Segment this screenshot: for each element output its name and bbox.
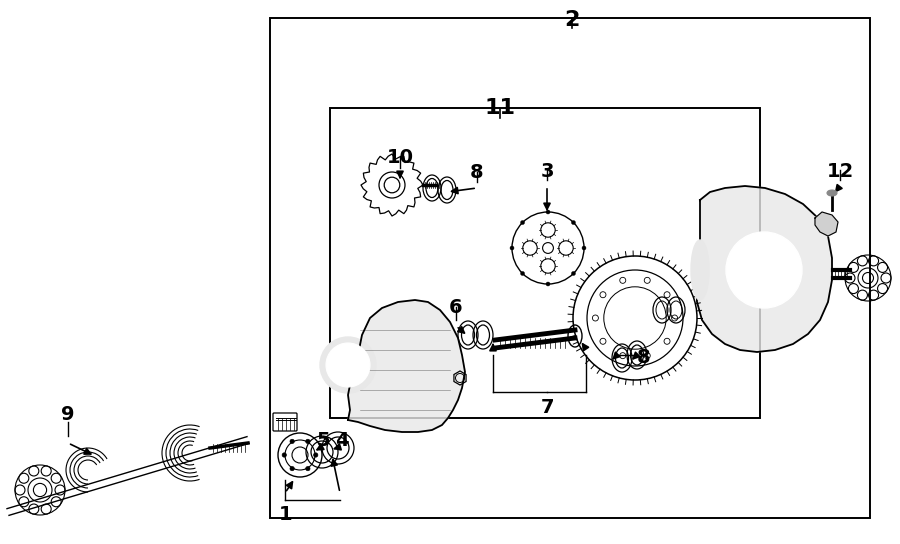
Circle shape [313,453,318,457]
Circle shape [290,439,294,443]
Circle shape [736,242,792,298]
Circle shape [306,439,310,443]
Text: 3: 3 [540,162,554,181]
Circle shape [290,466,294,471]
Ellipse shape [691,240,709,300]
Circle shape [520,271,525,275]
Text: 4: 4 [335,430,349,449]
Circle shape [582,246,586,250]
Circle shape [510,246,514,250]
Circle shape [326,343,370,387]
Text: 9: 9 [61,405,75,424]
Text: 8: 8 [470,163,484,182]
Circle shape [306,466,310,471]
Ellipse shape [827,190,837,196]
Text: 11: 11 [484,98,516,118]
Polygon shape [696,186,832,352]
Circle shape [320,337,376,393]
Text: 7: 7 [540,398,554,417]
Text: 1: 1 [279,505,292,524]
Text: 10: 10 [386,148,413,167]
Text: 12: 12 [826,162,853,181]
Circle shape [726,232,802,308]
Circle shape [572,220,575,225]
Polygon shape [348,300,465,432]
Bar [330,108,760,418]
Text: 8: 8 [637,348,651,367]
Circle shape [546,282,550,286]
Circle shape [572,271,575,275]
Circle shape [546,210,550,214]
Circle shape [520,220,525,225]
Text: 6: 6 [449,298,463,317]
Text: 2: 2 [564,10,580,30]
FancyBboxPatch shape [273,413,297,431]
Text: 5: 5 [316,430,329,449]
Circle shape [333,350,363,380]
Circle shape [282,453,286,457]
Bar [270,18,870,518]
Polygon shape [815,212,838,236]
